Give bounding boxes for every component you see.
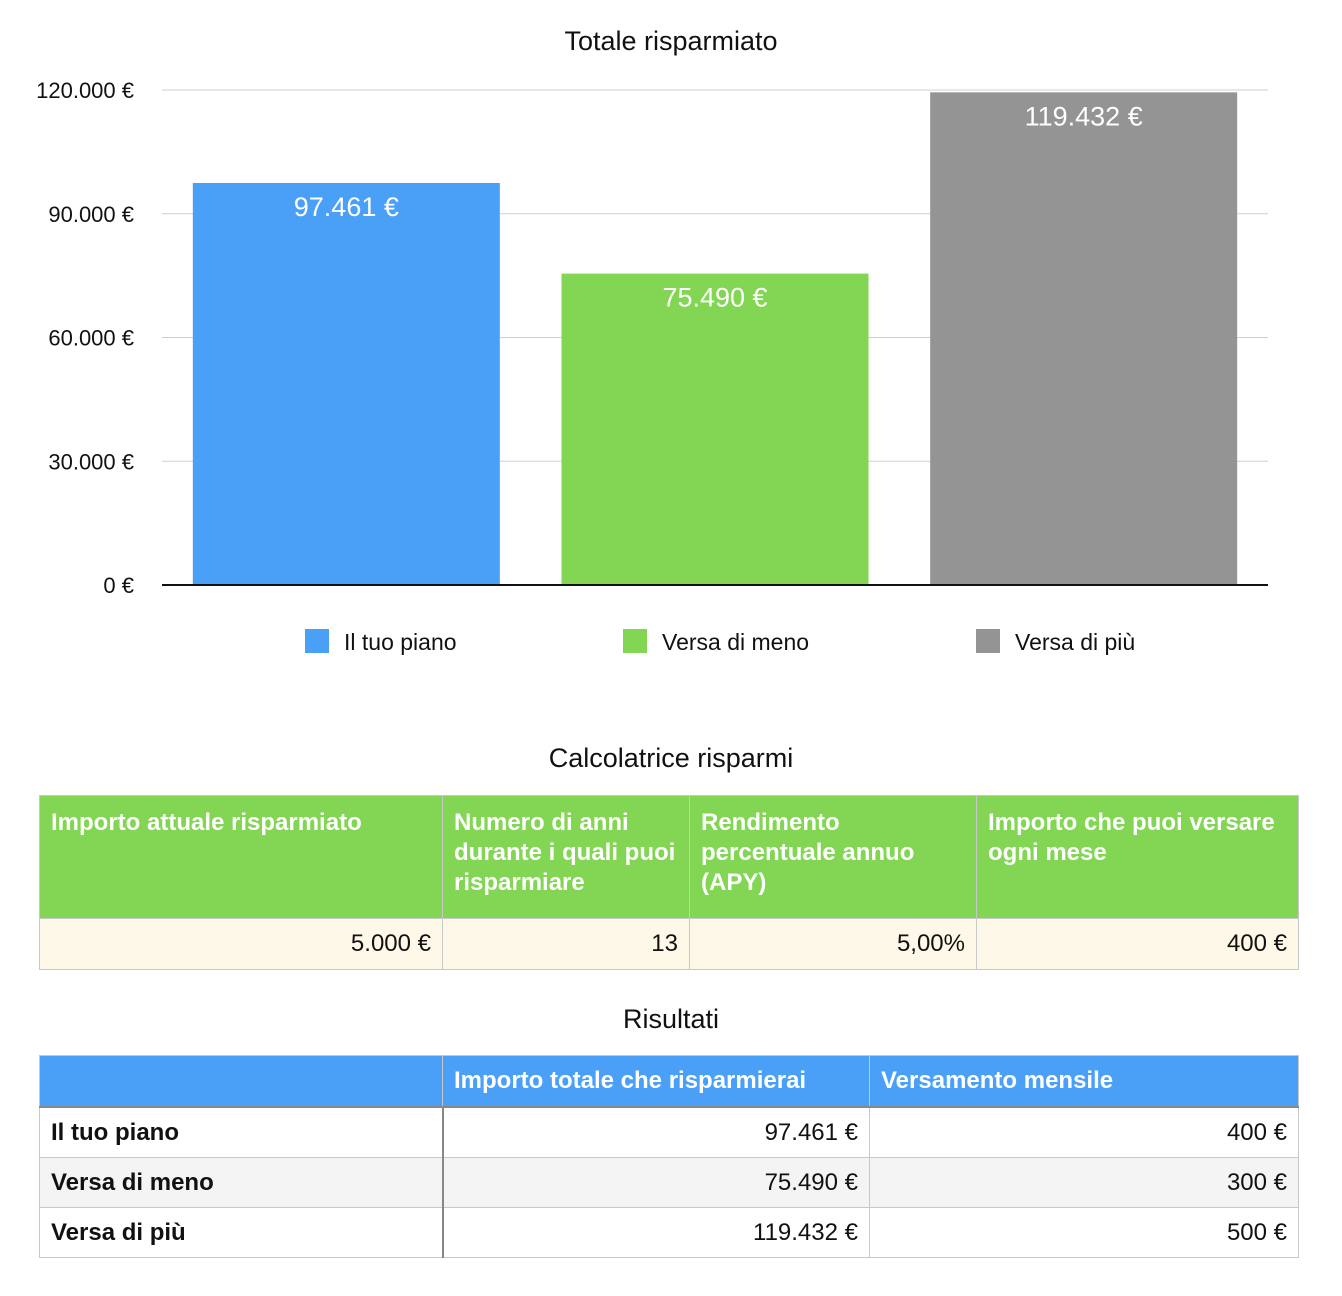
results-header-corner (39, 1055, 443, 1108)
bar (192, 182, 500, 585)
calc-value-apy[interactable]: 5,00% (689, 918, 977, 970)
calculator-value-row: 5.000 € 13 5,00% 400 € (39, 918, 1299, 970)
calc-value-years[interactable]: 13 (442, 918, 690, 970)
row-monthly[interactable]: 300 € (869, 1157, 1299, 1208)
data-label: 119.432 € (1025, 101, 1143, 131)
row-label: Versa di più (39, 1207, 444, 1258)
results-header-row: Importo totale che risparmierai Versamen… (39, 1055, 1299, 1108)
row-total[interactable]: 75.490 € (442, 1157, 870, 1208)
legend-swatch (976, 629, 1000, 653)
y-tick-label: 120.000 € (36, 78, 134, 103)
calc-header-monthly: Importo che puoi versare ogni mese (976, 795, 1299, 919)
data-label: 75.490 € (662, 283, 767, 313)
row-monthly[interactable]: 400 € (869, 1106, 1299, 1158)
row-label: Versa di meno (39, 1157, 444, 1208)
row-total[interactable]: 119.432 € (442, 1207, 870, 1258)
table-row: Il tuo piano 97.461 € 400 € (39, 1106, 1299, 1158)
calc-value-current-savings[interactable]: 5.000 € (39, 918, 443, 970)
y-tick-label: 30.000 € (48, 449, 134, 474)
table-row: Versa di più 119.432 € 500 € (39, 1207, 1299, 1258)
calc-header-current-savings: Importo attuale risparmiato (39, 795, 443, 919)
legend-label: Versa di più (1015, 629, 1135, 655)
results-table: Importo totale che risparmierai Versamen… (39, 1055, 1299, 1258)
calc-header-apy: Rendimento percentuale annuo (APY) (689, 795, 977, 919)
y-tick-label: 60.000 € (48, 326, 134, 351)
legend-label: Versa di meno (662, 629, 809, 655)
legend-swatch (623, 629, 647, 653)
y-tick-label: 90.000 € (48, 202, 134, 227)
results-title: Risultati (622, 1004, 720, 1034)
calculator-table: Importo attuale risparmiato Numero di an… (39, 795, 1299, 970)
table-row: Versa di meno 75.490 € 300 € (39, 1157, 1299, 1208)
bar (930, 92, 1238, 585)
chart-title: Totale risparmiato (564, 26, 778, 56)
calculator-header-row: Importo attuale risparmiato Numero di an… (39, 795, 1299, 919)
bar-chart: 0 € 30.000 € 60.000 € 90.000 € 120.000 € 97.4… (36, 78, 1268, 655)
row-monthly[interactable]: 500 € (869, 1207, 1299, 1258)
legend-label: Il tuo piano (344, 629, 457, 655)
y-tick-label: 0 € (103, 573, 134, 598)
calc-header-years: Numero di anni durante i quali puoi risp… (442, 795, 690, 919)
legend-swatch (305, 629, 329, 653)
results-header-monthly: Versamento mensile (869, 1055, 1299, 1108)
calculator-title: Calcolatrice risparmi (548, 743, 794, 773)
results-header-total: Importo totale che risparmierai (442, 1055, 870, 1108)
calc-value-monthly[interactable]: 400 € (976, 918, 1299, 970)
row-label: Il tuo piano (39, 1106, 444, 1158)
data-label: 97.461 € (294, 192, 399, 222)
row-total[interactable]: 97.461 € (442, 1106, 870, 1158)
bar (561, 273, 869, 585)
